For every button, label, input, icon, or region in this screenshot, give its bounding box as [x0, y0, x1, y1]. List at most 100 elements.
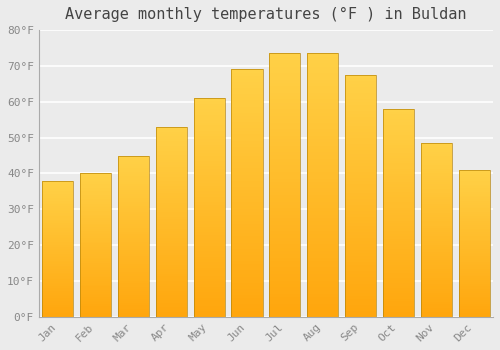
Bar: [156, 253, 187, 255]
Bar: [383, 220, 414, 223]
Bar: [345, 120, 376, 123]
Bar: [383, 153, 414, 156]
Bar: [270, 231, 300, 235]
Bar: [421, 265, 452, 267]
Bar: [458, 295, 490, 296]
Bar: [307, 116, 338, 119]
Bar: [383, 312, 414, 314]
Bar: [421, 160, 452, 162]
Bar: [345, 256, 376, 259]
Bar: [232, 304, 262, 308]
Bar: [307, 53, 338, 57]
Bar: [80, 268, 111, 270]
Bar: [421, 143, 452, 145]
Bar: [232, 292, 262, 295]
Bar: [458, 278, 490, 280]
Bar: [421, 291, 452, 293]
Bar: [421, 280, 452, 282]
Bar: [458, 227, 490, 229]
Bar: [307, 142, 338, 146]
Bar: [42, 216, 74, 218]
Bar: [421, 308, 452, 310]
Bar: [270, 155, 300, 159]
Bar: [80, 302, 111, 304]
Bar: [458, 313, 490, 315]
Bar: [80, 286, 111, 288]
Bar: [42, 196, 74, 198]
Bar: [270, 290, 300, 294]
Bar: [232, 100, 262, 104]
Bar: [421, 167, 452, 169]
Bar: [345, 278, 376, 280]
Bar: [421, 143, 452, 317]
Bar: [345, 302, 376, 305]
Bar: [80, 211, 111, 213]
Bar: [194, 158, 224, 161]
Bar: [194, 298, 224, 300]
Bar: [383, 229, 414, 231]
Bar: [80, 312, 111, 313]
Bar: [194, 262, 224, 265]
Bar: [80, 292, 111, 294]
Bar: [80, 202, 111, 204]
Bar: [80, 229, 111, 231]
Bar: [232, 212, 262, 215]
Bar: [458, 304, 490, 306]
Bar: [194, 131, 224, 134]
Bar: [421, 260, 452, 262]
Bar: [194, 270, 224, 273]
Bar: [118, 208, 149, 210]
Bar: [345, 111, 376, 114]
Bar: [156, 158, 187, 160]
Bar: [383, 239, 414, 241]
Bar: [194, 109, 224, 112]
Bar: [232, 82, 262, 85]
Bar: [232, 310, 262, 314]
Bar: [118, 228, 149, 230]
Bar: [194, 257, 224, 259]
Bar: [194, 120, 224, 123]
Bar: [232, 308, 262, 310]
Bar: [345, 160, 376, 162]
Bar: [80, 306, 111, 308]
Bar: [421, 239, 452, 241]
Bar: [383, 161, 414, 163]
Bar: [307, 182, 338, 185]
Bar: [42, 249, 74, 250]
Bar: [194, 226, 224, 229]
Bar: [156, 281, 187, 284]
Bar: [232, 301, 262, 304]
Bar: [458, 183, 490, 184]
Bar: [118, 305, 149, 307]
Bar: [421, 219, 452, 221]
Bar: [307, 274, 338, 277]
Bar: [421, 147, 452, 149]
Bar: [307, 244, 338, 248]
Bar: [345, 308, 376, 311]
Bar: [307, 258, 338, 261]
Bar: [345, 241, 376, 244]
Bar: [270, 136, 300, 139]
Bar: [156, 172, 187, 174]
Bar: [42, 233, 74, 235]
Bar: [458, 280, 490, 282]
Bar: [421, 193, 452, 195]
Bar: [232, 224, 262, 227]
Bar: [232, 267, 262, 271]
Bar: [383, 296, 414, 299]
Bar: [383, 254, 414, 257]
Bar: [80, 218, 111, 220]
Bar: [156, 177, 187, 179]
Bar: [458, 175, 490, 177]
Bar: [232, 261, 262, 264]
Bar: [194, 254, 224, 257]
Bar: [194, 112, 224, 114]
Bar: [345, 141, 376, 145]
Bar: [42, 259, 74, 261]
Bar: [80, 301, 111, 302]
Bar: [118, 222, 149, 224]
Bar: [232, 252, 262, 255]
Bar: [421, 228, 452, 230]
Bar: [42, 194, 74, 196]
Bar: [345, 289, 376, 293]
